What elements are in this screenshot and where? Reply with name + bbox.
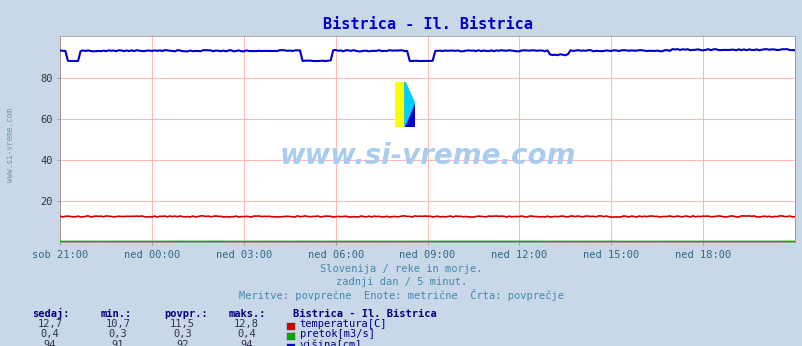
Text: temperatura[C]: temperatura[C] [299, 319, 387, 329]
Text: Slovenija / reke in morje.: Slovenija / reke in morje. [320, 264, 482, 274]
Text: Bistrica - Il. Bistrica: Bistrica - Il. Bistrica [293, 309, 436, 319]
Text: 0,4: 0,4 [237, 329, 256, 339]
Text: Meritve: povprečne  Enote: metrične  Črta: povprečje: Meritve: povprečne Enote: metrične Črta:… [239, 289, 563, 301]
Text: 91: 91 [111, 340, 124, 346]
Polygon shape [404, 104, 415, 127]
Text: 94: 94 [240, 340, 253, 346]
Text: 0,3: 0,3 [172, 329, 192, 339]
Text: 11,5: 11,5 [169, 319, 195, 329]
Polygon shape [404, 82, 415, 127]
Text: 10,7: 10,7 [105, 319, 131, 329]
Title: Bistrica - Il. Bistrica: Bistrica - Il. Bistrica [322, 17, 532, 33]
Text: www.si-vreme.com: www.si-vreme.com [279, 142, 575, 170]
Text: 0,3: 0,3 [108, 329, 128, 339]
Polygon shape [394, 82, 404, 127]
Text: 12,7: 12,7 [37, 319, 63, 329]
Text: sedaj:: sedaj: [32, 308, 70, 319]
Text: 0,4: 0,4 [40, 329, 59, 339]
Text: zadnji dan / 5 minut.: zadnji dan / 5 minut. [335, 277, 467, 288]
Text: višina[cm]: višina[cm] [299, 339, 362, 346]
Text: min.:: min.: [100, 309, 132, 319]
Text: 12,8: 12,8 [233, 319, 259, 329]
Text: pretok[m3/s]: pretok[m3/s] [299, 329, 374, 339]
Text: 92: 92 [176, 340, 188, 346]
Text: maks.:: maks.: [229, 309, 266, 319]
Text: 94: 94 [43, 340, 56, 346]
Text: www.si-vreme.com: www.si-vreme.com [6, 108, 15, 182]
Text: povpr.:: povpr.: [164, 309, 208, 319]
